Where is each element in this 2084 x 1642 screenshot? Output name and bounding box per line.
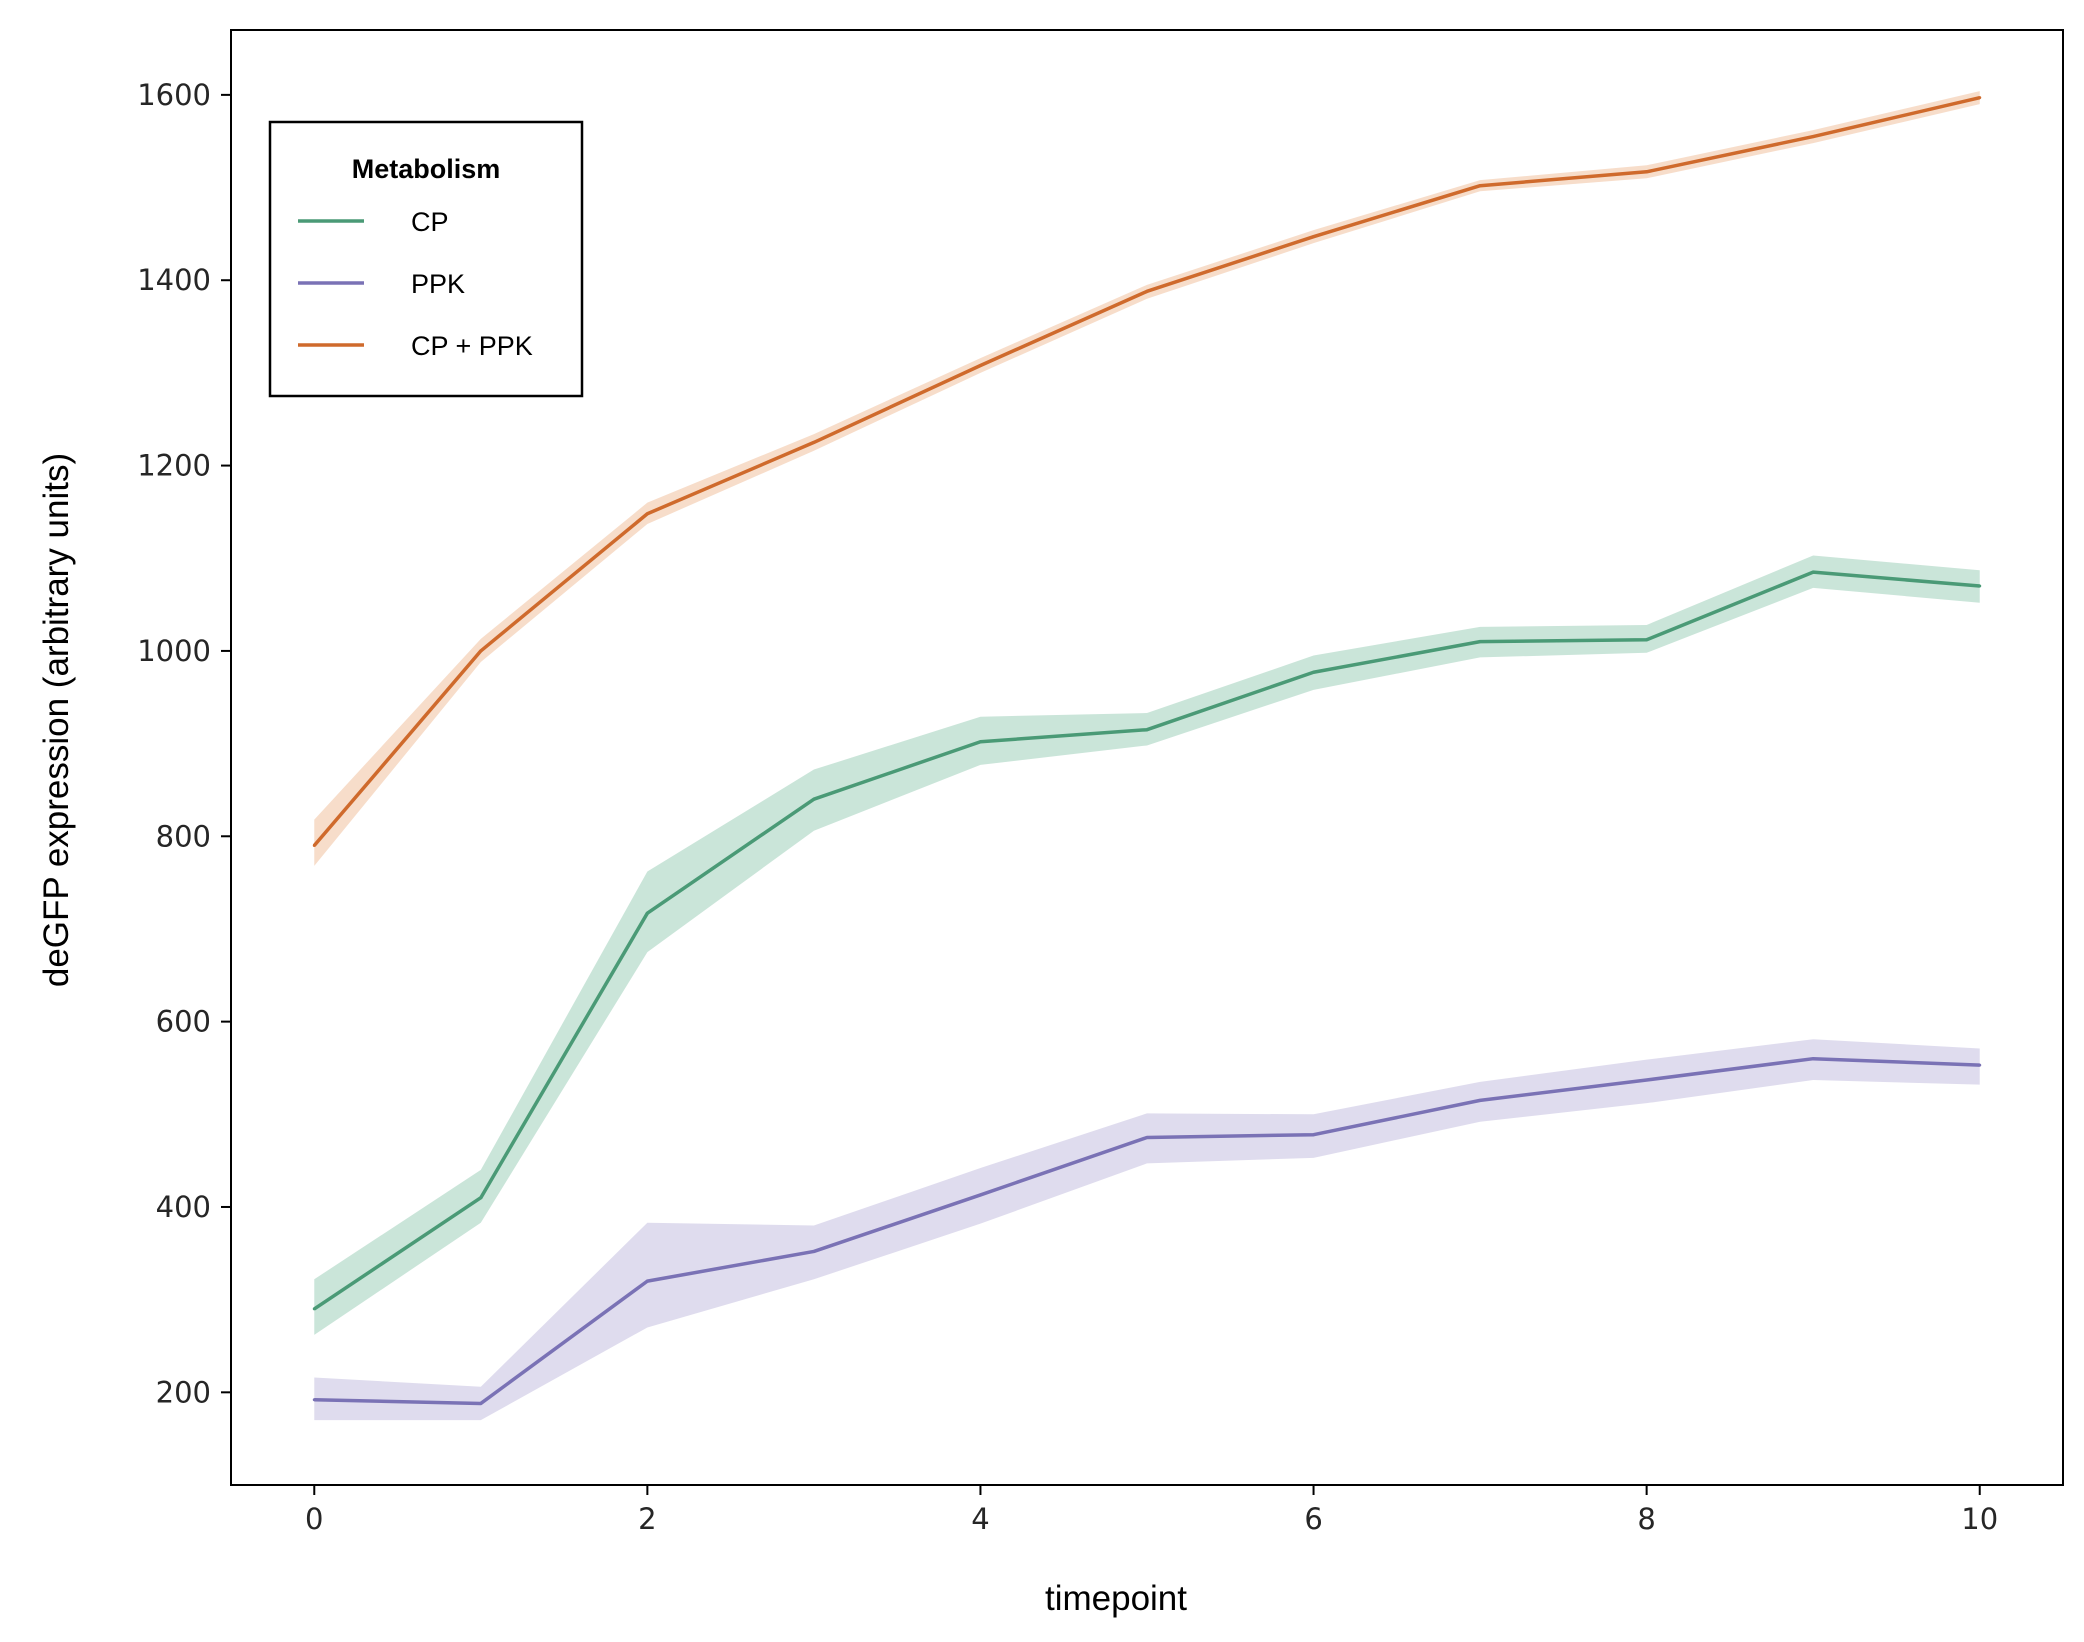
- point-cp-ppk: [1312, 235, 1316, 239]
- y-tick-label: 1200: [137, 449, 211, 483]
- x-axis-ticks: 0 2 4 6 8 10: [305, 1485, 1998, 1536]
- legend-box: [268, 120, 584, 398]
- point-cp: [312, 1307, 316, 1311]
- point-cp-ppk: [1478, 184, 1482, 188]
- point-cp: [1312, 670, 1316, 674]
- y-tick-label: 1600: [137, 78, 211, 112]
- band-cp: [314, 555, 1980, 1335]
- x-tick-label: 10: [1961, 1502, 1998, 1536]
- legend: Metabolism CP PPK CP + PPK: [268, 120, 584, 398]
- point-cp: [1811, 570, 1815, 574]
- x-axis-label: timepoint: [1045, 1579, 1187, 1618]
- point-cp: [1645, 638, 1649, 642]
- point-cp: [978, 740, 982, 744]
- y-tick-label: 600: [156, 1005, 211, 1039]
- x-tick-label: 8: [1637, 1502, 1655, 1536]
- point-cp-ppk: [1145, 289, 1149, 293]
- x-tick-label: 0: [305, 1502, 323, 1536]
- point-ppk: [1312, 1133, 1316, 1137]
- y-axis-ticks: 200 400 600 800 1000 1200 1400 1600: [137, 78, 231, 1409]
- point-ppk: [479, 1401, 483, 1405]
- point-cp-ppk: [1811, 135, 1815, 139]
- x-tick-label: 4: [971, 1502, 989, 1536]
- legend-label-cp: CP: [411, 207, 449, 237]
- point-ppk: [1645, 1078, 1649, 1082]
- point-cp: [812, 797, 816, 801]
- legend-title: Metabolism: [352, 154, 501, 184]
- point-ppk: [1978, 1063, 1982, 1067]
- series-lines: [312, 95, 1982, 1406]
- point-cp-ppk: [1645, 170, 1649, 174]
- y-tick-label: 800: [156, 819, 211, 853]
- point-ppk: [812, 1249, 816, 1253]
- point-cp: [1478, 640, 1482, 644]
- point-cp: [479, 1196, 483, 1200]
- confidence-bands: [314, 91, 1980, 1421]
- y-tick-label: 400: [156, 1190, 211, 1224]
- point-ppk: [645, 1279, 649, 1283]
- y-tick-label: 200: [156, 1375, 211, 1409]
- point-cp-ppk: [479, 649, 483, 653]
- point-cp: [645, 911, 649, 915]
- y-axis-label: deGFP expression (arbitrary units): [37, 453, 76, 987]
- legend-label-cp-ppk: CP + PPK: [411, 331, 533, 361]
- plot-frame: [230, 29, 2064, 1486]
- point-ppk: [312, 1398, 316, 1402]
- y-tick-label: 1000: [137, 634, 211, 668]
- point-cp-ppk: [812, 440, 816, 444]
- point-ppk: [978, 1193, 982, 1197]
- point-cp-ppk: [645, 512, 649, 516]
- point-ppk: [1811, 1057, 1815, 1061]
- band-ppk: [314, 1039, 1980, 1421]
- y-tick-label: 1400: [137, 263, 211, 297]
- legend-items: CP PPK CP + PPK: [298, 207, 533, 361]
- x-tick-label: 6: [1304, 1502, 1322, 1536]
- x-tick-label: 2: [638, 1502, 656, 1536]
- legend-label-ppk: PPK: [411, 269, 465, 299]
- point-ppk: [1478, 1098, 1482, 1102]
- point-cp: [1145, 728, 1149, 732]
- point-cp-ppk: [1978, 96, 1982, 100]
- point-cp-ppk: [312, 844, 316, 848]
- point-cp-ppk: [978, 363, 982, 367]
- point-cp: [1978, 584, 1982, 588]
- point-ppk: [1145, 1135, 1149, 1139]
